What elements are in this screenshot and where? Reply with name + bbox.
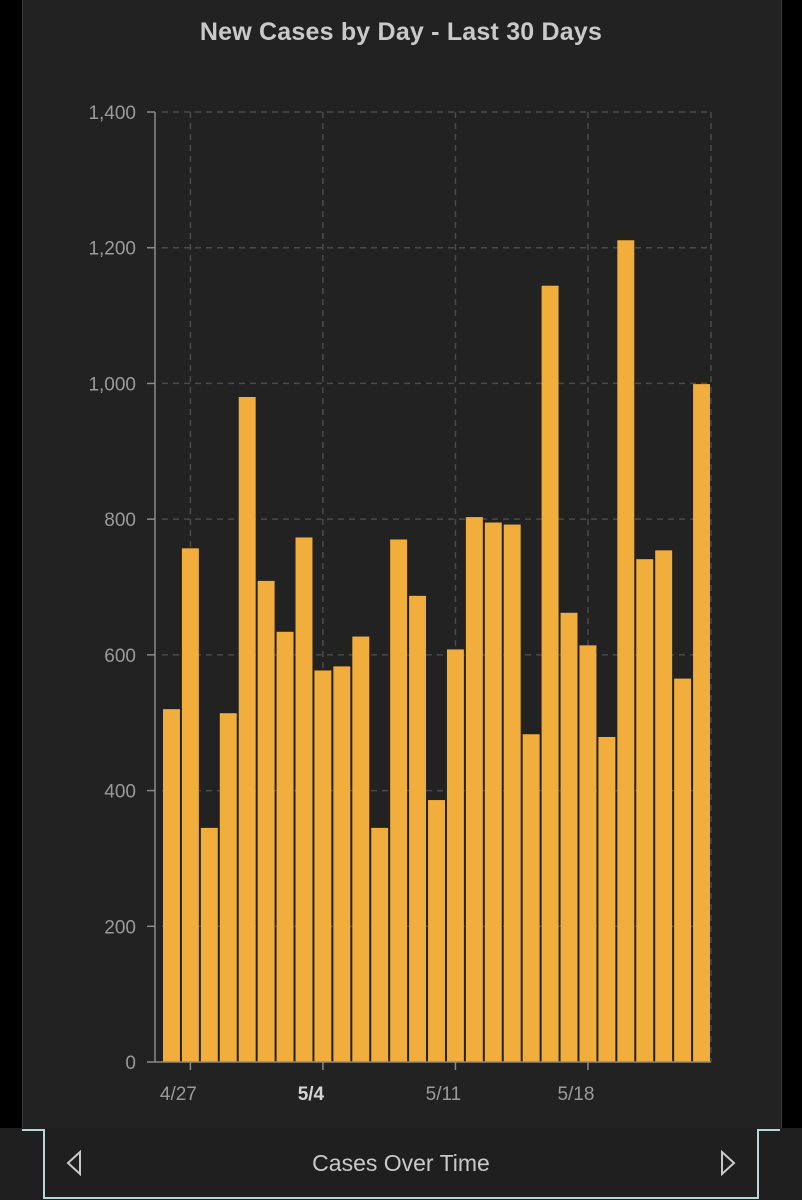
y-tick-labels: 0 200 400 600 800 1,000 1,200 1,400: [88, 103, 136, 1074]
y-tick-label: 800: [104, 510, 136, 531]
y-tick-label: 200: [104, 917, 136, 938]
bar[interactable]: [333, 666, 351, 1062]
y-tick-label: 1,400: [88, 103, 136, 124]
footer-title: Cases Over Time: [312, 1150, 490, 1176]
bars: [163, 240, 710, 1062]
y-tick-label: 0: [125, 1053, 136, 1074]
next-arrow-button[interactable]: [712, 1148, 742, 1178]
footer-bar: Cases Over Time: [0, 1128, 802, 1200]
bar[interactable]: [428, 800, 445, 1062]
bar[interactable]: [674, 678, 692, 1062]
bar-chart: 0 200 400 600 800 1,000 1,200 1,400 4/27 5/4 5/11…: [88, 103, 712, 1105]
bar[interactable]: [295, 537, 313, 1062]
bar[interactable]: [617, 240, 635, 1062]
x-tick-label: 5/11: [426, 1084, 462, 1105]
bar[interactable]: [522, 734, 540, 1062]
y-tick-label: 600: [104, 646, 136, 667]
x-tick-label: 5/4: [298, 1084, 325, 1105]
bar[interactable]: [352, 636, 370, 1062]
bar[interactable]: [163, 709, 180, 1062]
bar[interactable]: [503, 524, 521, 1062]
bar[interactable]: [655, 550, 673, 1062]
x-tick-labels: 4/27 5/4 5/11 5/18: [160, 1084, 595, 1105]
bar[interactable]: [484, 522, 502, 1062]
bar[interactable]: [219, 713, 237, 1062]
x-tick-label: 5/18: [557, 1084, 594, 1105]
bar[interactable]: [598, 736, 616, 1062]
bar[interactable]: [693, 384, 710, 1062]
bar[interactable]: [390, 539, 408, 1063]
bar[interactable]: [579, 645, 597, 1062]
prev-arrow-button[interactable]: [62, 1148, 92, 1178]
bar[interactable]: [446, 649, 464, 1062]
bar[interactable]: [257, 580, 275, 1062]
triangle-left-icon: [66, 1149, 81, 1177]
bar[interactable]: [276, 631, 294, 1062]
y-tick-label: 1,200: [88, 239, 136, 260]
footer-frame: [22, 1129, 780, 1199]
bar[interactable]: [200, 827, 218, 1062]
x-tick-label: 4/27: [160, 1084, 197, 1105]
bar[interactable]: [465, 517, 483, 1062]
bar[interactable]: [238, 397, 256, 1062]
triangle-right-icon: [721, 1149, 736, 1177]
bar[interactable]: [371, 827, 389, 1062]
bar[interactable]: [181, 548, 199, 1062]
bar[interactable]: [560, 612, 578, 1062]
bar[interactable]: [314, 670, 332, 1062]
y-tick-label: 1,000: [88, 374, 136, 395]
bar[interactable]: [541, 285, 559, 1062]
bar[interactable]: [636, 559, 654, 1062]
axes: [147, 111, 711, 1070]
grid-lines: [162, 111, 712, 1062]
chart-title: New Cases by Day - Last 30 Days: [199, 18, 603, 46]
y-tick-label: 400: [104, 782, 136, 803]
bar[interactable]: [409, 595, 427, 1062]
